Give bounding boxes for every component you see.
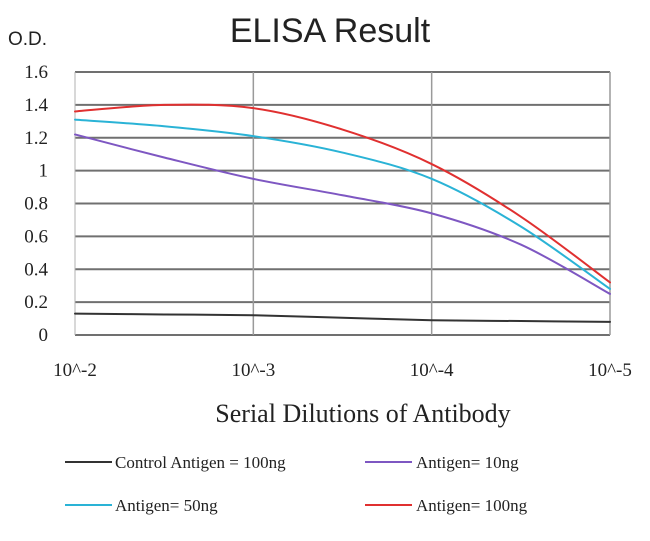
y-tick-label: 0.2 bbox=[24, 292, 48, 313]
chart-title: ELISA Result bbox=[230, 12, 431, 50]
legend-label: Antigen= 100ng bbox=[416, 496, 528, 515]
series-line-1 bbox=[74, 312, 611, 323]
x-axis-label: Serial Dilutions of Antibody bbox=[215, 399, 510, 428]
series-line-2 bbox=[74, 133, 611, 295]
y-tick-label: 1 bbox=[39, 161, 49, 182]
x-tick-label: 10^-3 bbox=[231, 360, 275, 381]
y-tick-label: 1.4 bbox=[24, 95, 48, 116]
x-tick-label: 10^-2 bbox=[53, 360, 97, 381]
y-tick-label: 1.6 bbox=[24, 62, 48, 83]
series-lines bbox=[74, 103, 611, 323]
y-tick-label: 0.6 bbox=[24, 226, 48, 247]
legend-label: Control Antigen = 100ng bbox=[115, 453, 286, 472]
legend-label: Antigen= 50ng bbox=[115, 496, 218, 515]
series-line-3 bbox=[74, 118, 611, 290]
series-line-4 bbox=[74, 103, 611, 284]
x-tick-label: 10^-4 bbox=[410, 360, 454, 381]
y-tick-label: 0.8 bbox=[24, 194, 48, 215]
y-tick-label: 1.2 bbox=[24, 128, 48, 149]
legend: Control Antigen = 100ng Antigen= 10ng Anti… bbox=[65, 453, 528, 515]
legend-label: Antigen= 10ng bbox=[416, 453, 519, 472]
tick-labels: 0 0.2 0.4 0.6 0.8 1 1.2 1.4 1.6 10^-2 10^-3 10^-4 10… bbox=[24, 62, 632, 381]
y-tick-label: 0.4 bbox=[24, 259, 48, 280]
gridlines bbox=[74, 71, 611, 336]
y-tick-label: 0 bbox=[39, 325, 49, 346]
x-tick-label: 10^-5 bbox=[588, 360, 632, 381]
y-axis-label: O.D. bbox=[8, 29, 47, 50]
